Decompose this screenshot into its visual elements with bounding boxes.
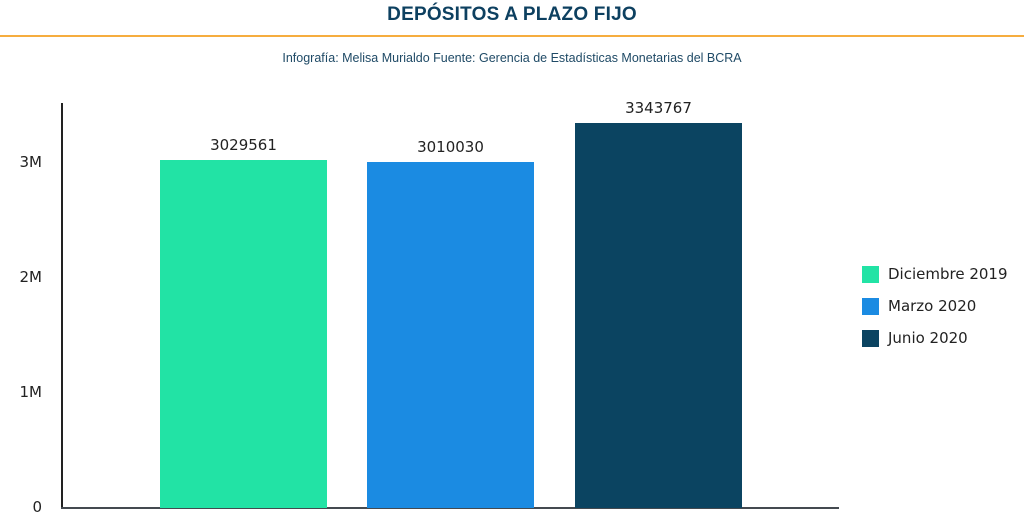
legend-swatch bbox=[862, 329, 879, 347]
legend-swatch bbox=[862, 265, 879, 283]
legend: Diciembre 2019 Marzo 2020 Junio 2020 bbox=[862, 258, 1008, 354]
y-tick-label: 1M bbox=[19, 383, 43, 401]
bar-diciembre-2019[interactable] bbox=[160, 159, 327, 508]
x-axis bbox=[61, 507, 839, 509]
legend-item-marzo-2020[interactable]: Marzo 2020 bbox=[862, 290, 1008, 322]
legend-label: Junio 2020 bbox=[888, 329, 968, 347]
bar-junio-2020[interactable] bbox=[575, 123, 742, 508]
y-tick-label: 2M bbox=[19, 268, 43, 286]
legend-item-junio-2020[interactable]: Junio 2020 bbox=[862, 322, 1008, 354]
bar-value-label: 3029561 bbox=[210, 135, 277, 154]
y-tick-label: 3M bbox=[19, 153, 43, 171]
legend-swatch bbox=[862, 297, 879, 315]
y-axis bbox=[61, 103, 63, 509]
bar-value-label: 3343767 bbox=[625, 99, 692, 118]
chart-subtitle: Infografía: Melisa Murialdo Fuente: Gere… bbox=[282, 51, 742, 65]
title-divider bbox=[0, 35, 1024, 37]
chart-title: DEPÓSITOS A PLAZO FIJO bbox=[387, 4, 637, 25]
y-tick-label: 0 bbox=[32, 498, 42, 516]
legend-label: Marzo 2020 bbox=[888, 297, 977, 315]
legend-item-diciembre-2019[interactable]: Diciembre 2019 bbox=[862, 258, 1008, 290]
bar-marzo-2020[interactable] bbox=[367, 161, 534, 508]
legend-label: Diciembre 2019 bbox=[888, 265, 1008, 283]
bar-value-label: 3010030 bbox=[417, 137, 484, 156]
